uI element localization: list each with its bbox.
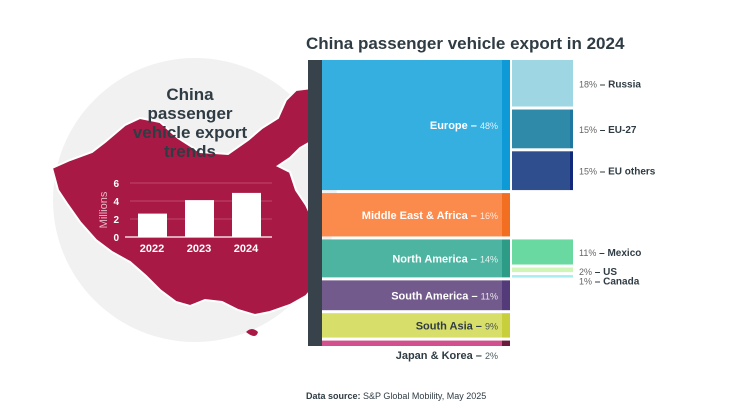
subregion-label: 2% – US — [579, 267, 617, 278]
region-value: 2% — [485, 351, 498, 361]
bar-2024 — [232, 192, 261, 237]
subregion-name: – Russia — [597, 79, 641, 90]
subregion-accent — [570, 275, 573, 278]
y-tick-label: 0 — [113, 233, 119, 244]
source-label: Data source: — [306, 391, 361, 401]
region-accent — [502, 193, 510, 237]
subregion-canada — [512, 275, 570, 278]
subregion-name: – Canada — [592, 276, 640, 287]
subregion-value: 15% — [579, 125, 597, 135]
subregion-label: 15% – EU-27 — [579, 125, 637, 136]
subregion-us — [512, 267, 570, 273]
hainan-island-shape — [246, 329, 258, 336]
subregion-accent — [570, 239, 573, 265]
region-accent — [502, 60, 510, 191]
region-label: Japan & Korea – 2% — [396, 350, 498, 362]
region-name: Europe – — [430, 120, 480, 132]
x-tick-label: 2024 — [234, 243, 259, 255]
region-name: South Asia – — [416, 320, 485, 332]
bar-2023 — [185, 200, 214, 237]
region-accent — [502, 340, 510, 346]
region-accent — [502, 239, 510, 278]
region-north-america — [322, 239, 502, 278]
subregion-name: – US — [592, 267, 617, 278]
region-japan-korea — [322, 340, 502, 346]
chart-title: China passenger vehicle export in 2024 — [306, 34, 625, 53]
subregion-accent — [570, 109, 573, 149]
region-name: South America – — [391, 290, 480, 302]
region-value: 11% — [481, 291, 498, 301]
x-tick-label: 2023 — [187, 243, 211, 255]
trend-title-line: vehicle export — [133, 123, 248, 142]
region-south-asia — [322, 313, 502, 338]
region-name: North America – — [392, 253, 480, 265]
subregion-accent — [570, 267, 573, 273]
subregion-mexico — [512, 239, 570, 265]
subregion-accent — [570, 60, 573, 107]
trend-title-line: China — [166, 85, 214, 104]
x-tick-label: 2022 — [140, 243, 164, 255]
subregion-value: 15% — [579, 167, 597, 177]
subregion-label: 1% – Canada — [579, 276, 640, 287]
subregion-label: 11% – Mexico — [579, 248, 641, 259]
region-label: North America – 14% — [392, 253, 498, 265]
region-name: Japan & Korea – — [396, 350, 485, 362]
subregion-label: 15% – EU others — [579, 167, 656, 178]
y-tick-label: 4 — [113, 197, 119, 208]
region-label: Europe – 48% — [430, 120, 498, 132]
subregion-name: – Mexico — [596, 248, 641, 259]
region-middle-east-africa — [322, 193, 502, 237]
region-accent — [502, 313, 510, 338]
data-source: Data source: S&P Global Mobility, May 20… — [306, 391, 486, 401]
y-axis-label: Millions — [98, 191, 110, 228]
spine-bar — [308, 60, 322, 346]
bar-2022 — [138, 213, 167, 237]
subregion-russia — [512, 60, 570, 107]
region-value: 16% — [480, 211, 498, 221]
subregion-label: 18% – Russia — [579, 79, 641, 90]
subregion-name: – EU others — [597, 167, 656, 178]
trend-title-line: passenger — [147, 104, 232, 123]
region-name: Middle East & Africa – — [362, 210, 480, 222]
region-south-america — [322, 280, 502, 311]
y-tick-label: 6 — [113, 179, 119, 190]
subregion-value: 2% — [579, 267, 592, 277]
region-value: 48% — [480, 121, 498, 131]
subregion-value: 11% — [579, 248, 596, 258]
region-value: 14% — [480, 254, 498, 264]
y-tick-label: 2 — [113, 215, 119, 226]
subregion-name: – EU-27 — [597, 125, 637, 136]
subregion-eu-27 — [512, 109, 570, 149]
source-text: S&P Global Mobility, May 2025 — [363, 391, 487, 401]
subregion-accent — [570, 151, 573, 191]
region-europe — [322, 60, 502, 191]
region-label: South Asia – 9% — [416, 320, 498, 332]
region-label: South America – 11% — [391, 290, 498, 302]
trend-title-line: trends — [164, 142, 216, 161]
subregion-eu-others — [512, 151, 570, 191]
region-label: Middle East & Africa – 16% — [362, 210, 498, 222]
subregion-value: 1% — [579, 276, 592, 286]
region-value: 9% — [485, 321, 498, 331]
subregion-value: 18% — [579, 79, 597, 89]
region-accent — [502, 280, 510, 311]
